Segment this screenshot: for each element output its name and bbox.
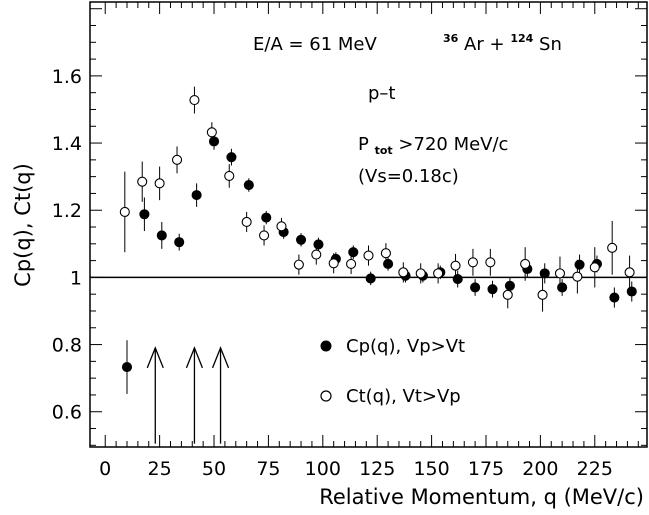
x-tick-label: 75	[256, 458, 280, 480]
series-ct	[119, 86, 635, 312]
x-tick-label: 125	[359, 458, 395, 480]
data-point	[206, 127, 217, 138]
arrow-head	[185, 346, 204, 369]
data-point	[276, 221, 287, 232]
x-tick-label: 225	[577, 458, 613, 480]
data-point	[574, 259, 585, 270]
reaction-annotation: 36 Ar + 124 Sn	[443, 26, 562, 55]
x-tick-label: 0	[99, 458, 111, 480]
data-point	[539, 268, 550, 279]
x-tick-label: 175	[468, 458, 504, 480]
data-point	[572, 271, 583, 282]
data-point	[363, 250, 374, 261]
data-point	[415, 268, 426, 279]
y-tick-label: 1	[70, 267, 82, 289]
y-tick-label: 1.6	[52, 66, 82, 88]
x-tick-label: 50	[202, 458, 226, 480]
legend-cp-label: Cp(q), Vp>Vt	[346, 336, 465, 357]
data-point	[502, 289, 513, 300]
ptot-subscript: tot	[375, 144, 393, 157]
data-point	[226, 152, 237, 163]
x-tick-label: 150	[413, 458, 449, 480]
data-point	[313, 239, 324, 250]
data-point	[609, 292, 620, 303]
data-point	[261, 212, 272, 223]
data-point	[450, 260, 461, 271]
x-tick-label: 200	[522, 458, 558, 480]
data-point	[487, 284, 498, 295]
data-point	[383, 258, 394, 270]
x-axis-title: Relative Momentum, q (MeV/c)	[319, 485, 644, 509]
data-point	[433, 268, 444, 279]
legend-cp-marker	[320, 340, 332, 352]
data-point	[398, 267, 409, 278]
data-point	[520, 258, 531, 270]
energy-annotation: E/A = 61 MeV	[253, 34, 378, 55]
data-point	[624, 267, 635, 278]
data-point	[189, 95, 200, 106]
y-axis-title: Cp(q), Ct(q)	[11, 163, 35, 287]
data-point	[156, 230, 167, 241]
data-point	[554, 268, 566, 279]
data-point	[296, 234, 307, 245]
data-point	[119, 206, 130, 217]
data-point	[243, 179, 254, 191]
data-point	[470, 282, 481, 293]
ptot-annotation: P tot >720 MeV/c	[358, 134, 508, 159]
y-tick-label: 0.6	[52, 402, 82, 424]
ptot-symbol: P	[358, 134, 369, 155]
data-point	[557, 282, 568, 293]
data-point	[241, 216, 252, 228]
y-tick-label: 0.8	[52, 335, 82, 357]
data-point	[452, 274, 463, 285]
data-point	[485, 257, 496, 268]
y-tick-label: 1.4	[52, 133, 82, 155]
data-point	[137, 176, 148, 187]
arrow-markers	[146, 346, 230, 444]
data-point	[589, 262, 600, 273]
y-tick-label: 1.2	[52, 200, 82, 222]
x-tick-label: 25	[148, 458, 172, 480]
axis-ticks	[90, 2, 647, 447]
x-tick-label: 100	[305, 458, 341, 480]
ptot-condition: >720 MeV/c	[398, 134, 508, 155]
data-point	[139, 209, 150, 220]
data-point	[121, 362, 133, 373]
data-point	[537, 289, 548, 300]
reaction-element-a: Ar	[464, 34, 484, 55]
data-point	[191, 190, 202, 201]
legend-ct-marker	[320, 390, 332, 402]
data-point	[293, 259, 304, 270]
data-point	[607, 242, 618, 253]
data-point	[328, 258, 339, 269]
pair-annotation: p–t	[368, 83, 395, 104]
reaction-plus: +	[490, 34, 505, 55]
legend: Cp(q), Vp>Vt Ct(q), Vt>Vp	[320, 336, 465, 407]
data-point	[626, 286, 637, 297]
plot-frame	[89, 1, 648, 448]
data-point	[174, 237, 185, 248]
reaction-mass-b: 124	[510, 32, 533, 45]
data-point	[504, 280, 515, 291]
arrow-head	[146, 346, 164, 369]
data-point	[467, 257, 478, 268]
reaction-element-b: Sn	[539, 34, 562, 55]
legend-ct-label: Ct(q), Vt>Vp	[346, 386, 461, 407]
data-point	[365, 273, 376, 284]
vs-annotation: (Vs=0.18c)	[358, 166, 459, 187]
data-point	[380, 248, 391, 259]
y-tick-labels: 0.6 0.8 1 1.2 1.4 1.6	[52, 66, 82, 424]
reaction-mass-a: 36	[443, 32, 459, 45]
data-point	[348, 247, 359, 258]
data-point	[154, 178, 165, 189]
arrow-head	[211, 346, 230, 369]
data-point	[311, 249, 322, 260]
data-point	[224, 170, 235, 182]
data-point	[208, 136, 220, 147]
data-point	[259, 230, 270, 241]
x-tick-labels: 0 25 50 75 100 125 150 175 200 225	[99, 458, 613, 480]
data-point	[346, 258, 357, 270]
data-point	[171, 154, 183, 165]
